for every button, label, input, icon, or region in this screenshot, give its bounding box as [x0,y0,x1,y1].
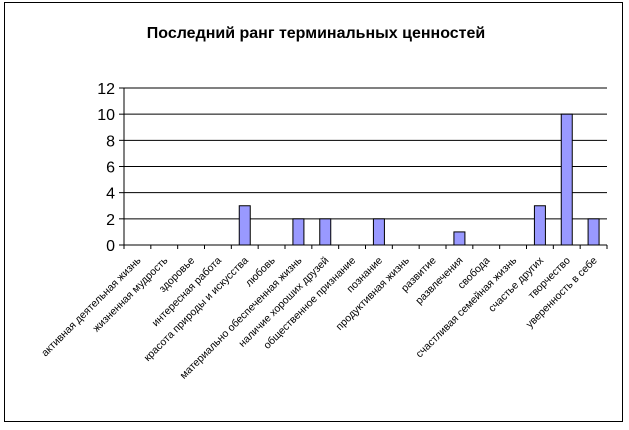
bar [587,218,600,246]
chart-frame [4,2,623,422]
bar [372,218,385,246]
x-tick-label: активная деятельная жизнь [39,254,144,359]
bar [533,205,546,246]
bar [560,113,573,246]
bars [238,113,600,246]
y-tick-label: 4 [106,186,115,203]
bar [453,231,466,246]
bar [292,218,305,246]
y-tick-label: 10 [97,107,115,124]
gridlines [124,87,607,220]
y-axis-ticks: 0 2 4 6 8 10 12 [97,81,124,255]
y-tick-label: 6 [106,160,115,177]
y-tick-label: 2 [106,212,115,229]
chart-title: Последний ранг терминальных ценностей [147,25,486,42]
bar [319,218,332,246]
y-tick-label: 0 [106,238,115,255]
y-tick-label: 12 [97,81,115,98]
bar [238,205,251,246]
y-tick-label: 8 [106,133,115,150]
